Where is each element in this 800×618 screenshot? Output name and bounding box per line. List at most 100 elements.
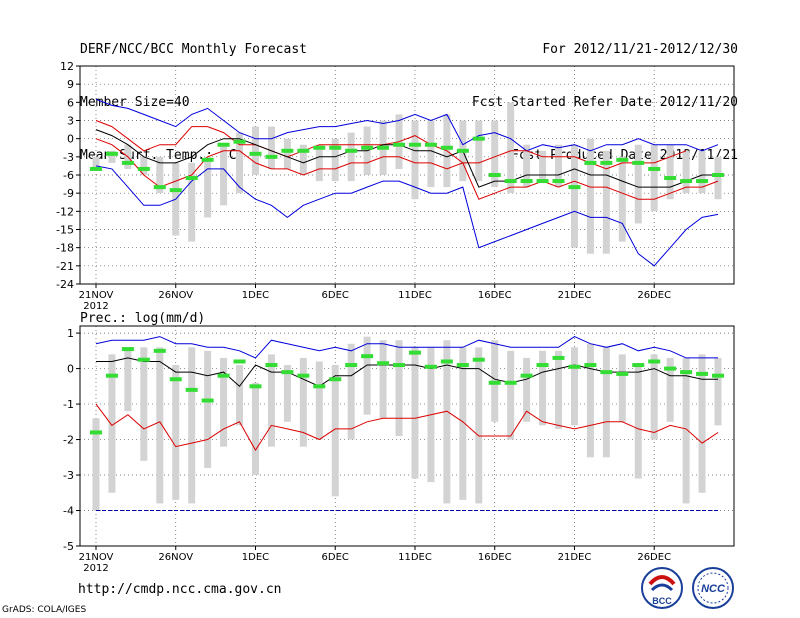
prec-median-marker — [105, 373, 118, 378]
temp-y-tick-label: -6 — [63, 169, 74, 182]
prec-y-tick-label: 0 — [67, 363, 74, 376]
temp-mean-line — [95, 129, 718, 188]
temp-range-bar — [586, 138, 594, 254]
prec-range-bar — [634, 365, 642, 479]
temp-y-tick-label: -9 — [63, 187, 74, 200]
temp-median-marker — [393, 142, 406, 147]
temp-y-tick-label: -12 — [56, 205, 74, 218]
prec-median-marker — [472, 357, 485, 362]
prec-median-marker — [664, 366, 677, 371]
prec-median-marker — [201, 398, 214, 403]
temp-median-marker — [329, 145, 342, 150]
ncc-logo-icon: NCC — [692, 567, 734, 609]
temp-median-marker — [504, 179, 517, 184]
prec-median-marker — [488, 380, 501, 385]
prec-range-bar — [475, 347, 483, 504]
temp-median-marker — [536, 179, 549, 184]
temp-range-bar — [299, 144, 307, 175]
prec-plot-frame — [79, 325, 735, 547]
prec-median-marker — [456, 363, 469, 368]
temp-median-marker — [313, 145, 326, 150]
temp-y-tick-label: -3 — [63, 151, 74, 164]
prec-range-bar — [347, 343, 355, 440]
source-url: http://cmdp.ncc.cma.gov.cn — [78, 582, 282, 597]
temp-median-marker — [105, 151, 118, 156]
temp-x-tick-label: 26DEC — [637, 290, 671, 301]
prec-range-bar — [459, 347, 467, 500]
temp-range-bar — [140, 156, 148, 175]
temp-range-bar — [555, 144, 563, 188]
temp-median-marker — [233, 139, 246, 144]
prec-median-marker — [504, 380, 517, 385]
temp-median-marker — [664, 176, 677, 181]
temp-median-marker — [456, 148, 469, 153]
temp-median-marker — [281, 148, 294, 153]
temp-range-bar — [267, 126, 275, 169]
temp-median-marker — [696, 179, 709, 184]
temp-median-marker — [648, 166, 661, 171]
temp-median-marker — [265, 154, 278, 159]
prec-range-bar — [650, 354, 658, 440]
prec-range-bar — [570, 347, 578, 426]
prec-range-bar — [331, 365, 339, 497]
prec-y-tick-label: -1 — [63, 398, 74, 411]
temp-median-marker — [361, 145, 374, 150]
temp-range-bar — [475, 120, 483, 182]
temp-range-bar — [92, 156, 100, 169]
prec-median-marker — [185, 387, 198, 392]
temp-range-bar — [714, 156, 722, 200]
temp-range-bar — [602, 150, 610, 254]
prec-range-bar — [315, 361, 323, 440]
prec-median-marker — [329, 377, 342, 382]
prec-outer-high-line — [95, 336, 718, 359]
temp-range-bar — [491, 120, 499, 188]
chart-title: DERF/NCC/BCC Monthly Forecast — [80, 42, 307, 57]
prec-x-tick-label: 11DEC — [398, 552, 432, 563]
temp-plot-frame — [79, 65, 735, 285]
prec-range-bar — [108, 354, 116, 493]
prec-range-bar — [140, 347, 148, 461]
prec-x-tick-label: 16DEC — [478, 552, 512, 563]
prec-range-bar — [283, 365, 291, 422]
bcc-logo-icon: BCC — [641, 567, 683, 609]
temp-y-tick-label: 3 — [67, 115, 74, 128]
prec-range-bar — [523, 357, 531, 422]
temp-range-bar — [315, 144, 323, 182]
prec-median-marker — [600, 370, 613, 375]
prec-median-marker — [536, 363, 549, 368]
temp-median-marker — [616, 157, 629, 162]
prec-median-marker — [265, 363, 278, 368]
prec-range-bar — [251, 382, 259, 476]
prec-median-marker — [345, 363, 358, 368]
prec-median-marker — [584, 363, 597, 368]
prec-y-tick-label: -2 — [63, 434, 74, 447]
temp-median-marker — [377, 145, 390, 150]
temp-median-marker — [345, 148, 358, 153]
temp-range-bar — [108, 150, 116, 163]
temp-median-marker — [297, 148, 310, 153]
prec-median-marker — [696, 371, 709, 376]
temp-range-bar — [539, 150, 547, 182]
prec-range-bar — [666, 357, 674, 422]
temp-range-bar — [347, 132, 355, 182]
prec-x-tick-label: 21NOV — [79, 552, 114, 563]
prec-range-bar — [682, 357, 690, 504]
temp-range-bar — [666, 144, 674, 200]
prec-median-marker — [520, 373, 533, 378]
temp-y-tick-label: 6 — [67, 96, 74, 109]
prec-median-marker — [137, 357, 150, 362]
temp-range-bar — [236, 132, 244, 194]
prec-median-marker — [680, 370, 693, 375]
temp-y-tick-label: -24 — [56, 278, 74, 291]
temp-range-bar — [156, 156, 164, 194]
prec-median-marker — [281, 370, 294, 375]
prec-y-tick-label: -3 — [63, 469, 74, 482]
prec-median-marker — [648, 359, 661, 364]
temp-median-marker — [90, 166, 102, 171]
temp-median-marker — [472, 136, 485, 141]
prec-range-bar — [698, 354, 706, 493]
temp-median-marker — [137, 166, 150, 171]
temp-y-tick-label: -21 — [56, 260, 74, 273]
prec-median-marker — [361, 354, 374, 359]
